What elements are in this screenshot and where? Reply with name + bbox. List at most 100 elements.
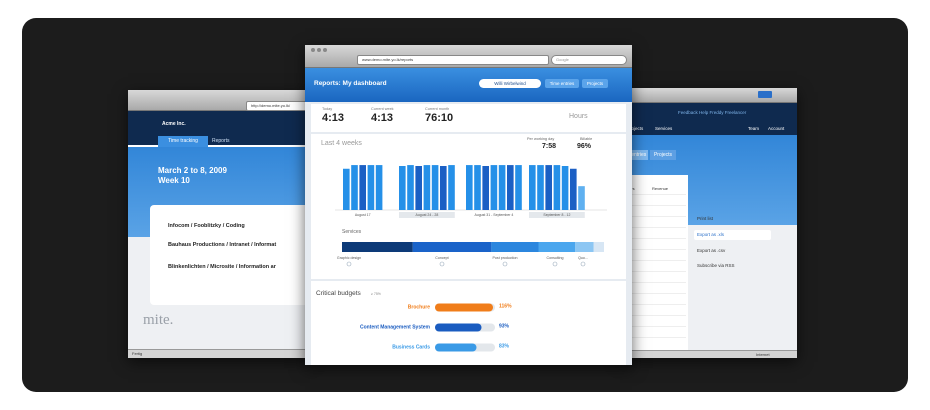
week-label: September 8 - 12 <box>543 213 570 217</box>
service-label: Quo... <box>578 256 588 260</box>
bar <box>545 165 552 210</box>
week-label-bg <box>466 212 522 218</box>
row-divider <box>622 326 686 327</box>
action[interactable]: Export as .csv <box>697 248 726 253</box>
row-divider <box>622 293 686 294</box>
bar <box>515 165 522 210</box>
budget-percent: 93% <box>499 323 510 329</box>
tab[interactable]: Projects <box>650 150 676 160</box>
service-icon <box>502 261 508 267</box>
bar <box>466 165 473 210</box>
action[interactable]: Subscribe via RSS <box>697 263 735 268</box>
nav-item[interactable]: Projects <box>627 126 644 131</box>
title-bar: www.demo.mite.yo.lk/reports Google <box>305 45 632 68</box>
budget-percent: 83% <box>499 343 510 349</box>
left-window: http://demo.mite.yo.lk/ Acme Inc. Time t… <box>128 90 310 358</box>
row-divider <box>622 260 686 261</box>
bar <box>561 166 569 210</box>
week-label-bg <box>529 212 585 218</box>
service-icon <box>552 261 558 267</box>
chart-title: Last 4 weeks <box>321 140 362 147</box>
service-segment <box>491 242 539 252</box>
tab[interactable]: Reports <box>212 138 230 144</box>
stat-value: 4:13 <box>371 112 394 124</box>
bar <box>343 168 350 210</box>
account-name: Acme Inc. <box>162 121 186 127</box>
entry[interactable]: Bauhaus Productions / Intranet / Informa… <box>168 242 277 248</box>
status-bar <box>620 350 797 358</box>
title-bar: http://demo.mite.yo.lk/ <box>128 90 310 111</box>
row-divider <box>622 271 686 272</box>
budget-bar <box>435 303 493 312</box>
row-divider <box>622 282 686 283</box>
service-label: Post production <box>493 256 518 260</box>
service-segment <box>412 242 492 252</box>
unit-select[interactable]: Hours <box>569 113 588 120</box>
bar <box>498 165 506 210</box>
stats-card <box>311 104 626 132</box>
status-text: Fertig <box>132 351 143 356</box>
tab[interactable]: ime entries <box>620 150 648 160</box>
bar <box>529 165 536 210</box>
nav-item[interactable]: Team <box>748 126 760 131</box>
search-field[interactable]: Google <box>551 55 627 65</box>
user-select[interactable]: Willi Wirbelwind <box>479 79 541 88</box>
services-title: Services <box>342 229 362 235</box>
per-day-value: 7:58 <box>542 143 557 150</box>
service-label: Consulting <box>547 256 564 260</box>
address-bar[interactable]: http://demo.mite.yo.lk/ <box>246 101 310 111</box>
stat-label: Current week <box>371 107 394 111</box>
row-divider <box>622 238 686 239</box>
row-divider <box>622 227 686 228</box>
row-divider <box>622 337 686 338</box>
bar <box>399 166 406 210</box>
subheading: Week 10 <box>158 176 190 185</box>
row-divider <box>622 315 686 316</box>
page-title: Reports: My dashboard <box>314 80 387 87</box>
address-bar[interactable]: www.demo.mite.yo.lk/reports <box>357 55 549 65</box>
week-label: August 17 <box>355 213 371 217</box>
bar <box>570 168 577 210</box>
nav-item[interactable]: Account <box>768 126 785 131</box>
status-bar <box>128 349 310 358</box>
row-divider <box>622 194 686 195</box>
window-buttons <box>311 48 335 52</box>
header <box>620 103 797 135</box>
nav-item[interactable]: Services <box>655 126 673 131</box>
icon <box>758 91 772 98</box>
service-segment <box>342 242 413 252</box>
tab-active[interactable]: Time tracking <box>158 136 208 147</box>
action[interactable]: Print list <box>697 216 714 221</box>
action-selected[interactable]: Export as .xls <box>694 230 771 240</box>
entries-card <box>150 205 310 305</box>
budget-name: Brochure <box>408 304 430 310</box>
budget-percent: 116% <box>499 303 512 309</box>
bar <box>351 165 358 210</box>
budgets-title: Critical budgets <box>316 290 361 297</box>
service-icon <box>346 261 352 267</box>
bar <box>407 165 414 210</box>
row-divider <box>622 216 686 217</box>
bar <box>507 165 514 210</box>
heading: March 2 to 8, 2009 <box>158 166 227 175</box>
center-window: www.demo.mite.yo.lk/reports Google Repor… <box>305 45 632 365</box>
title-bar <box>620 88 797 103</box>
budgets-threshold: ≥ 75% <box>371 292 381 296</box>
entry[interactable]: Infocom / Fooblitzky / Coding <box>168 223 245 229</box>
bar <box>578 186 585 210</box>
stat-value: 4:13 <box>322 112 345 124</box>
bar <box>415 166 422 210</box>
column-header: Revenue <box>652 186 669 191</box>
billable-value: 96% <box>577 143 592 150</box>
top-links[interactable]: Feedback Help Freddy Freelancer <box>678 110 747 115</box>
entry[interactable]: Blinkenlichten / Microsite / Information… <box>168 264 276 270</box>
week-label-bg <box>399 212 455 218</box>
bar <box>537 165 544 210</box>
nav-item[interactable]: Projects <box>582 79 608 88</box>
bar <box>474 165 481 210</box>
nav-item[interactable]: Time entries <box>545 79 579 88</box>
right-window: Feedback Help Freddy Freelancer Projects… <box>620 88 797 358</box>
service-segment <box>538 242 576 252</box>
bar <box>448 165 455 210</box>
